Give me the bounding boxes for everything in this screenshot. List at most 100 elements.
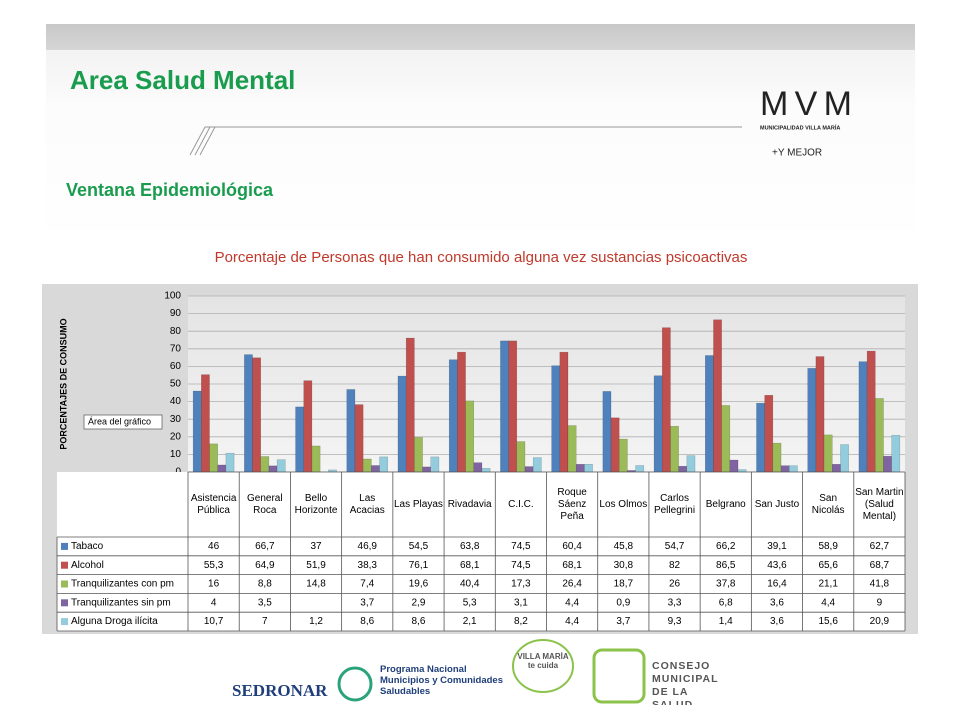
category-label-box: Belgrano bbox=[705, 498, 746, 510]
header-stripes bbox=[189, 126, 742, 156]
category-label-box: Los Olmos bbox=[599, 499, 647, 510]
bar bbox=[729, 459, 739, 473]
bar bbox=[209, 443, 218, 473]
bar bbox=[397, 375, 407, 473]
table-value: 76,1 bbox=[409, 560, 429, 571]
table-value: 74,5 bbox=[511, 560, 531, 571]
bar bbox=[653, 375, 663, 473]
bar bbox=[422, 466, 432, 473]
header-panel bbox=[46, 50, 915, 260]
table-value: 41,8 bbox=[870, 579, 890, 590]
bar bbox=[448, 359, 458, 473]
bar bbox=[618, 438, 628, 473]
bar bbox=[840, 444, 849, 473]
bar bbox=[268, 465, 278, 473]
bar bbox=[635, 465, 645, 473]
bar bbox=[823, 434, 833, 473]
table-value: 20,9 bbox=[870, 616, 890, 627]
table-value: 3,6 bbox=[770, 616, 784, 627]
logo-main: MVM bbox=[760, 85, 852, 123]
bar bbox=[832, 464, 841, 473]
bar bbox=[303, 380, 313, 473]
table-value: 39,1 bbox=[767, 541, 787, 552]
category-label-box: Las Playas bbox=[393, 498, 443, 510]
table-value: 4,4 bbox=[565, 597, 579, 608]
category-label-box: Las Acacias bbox=[350, 493, 385, 516]
table-value: 60,4 bbox=[562, 541, 582, 552]
bar bbox=[217, 464, 227, 473]
bar bbox=[405, 337, 415, 473]
bar bbox=[678, 465, 688, 473]
bar bbox=[875, 398, 884, 473]
legend-swatch bbox=[61, 618, 68, 626]
bar bbox=[721, 405, 731, 473]
bar bbox=[551, 365, 561, 473]
table-value: 16,4 bbox=[767, 579, 787, 590]
chart: 0102030405060708090100Asistencia Pública… bbox=[56, 291, 906, 632]
category-label: Asistencia Pública bbox=[190, 492, 237, 516]
category-label: Bello Horizonte bbox=[294, 492, 338, 516]
table-value: 14,8 bbox=[306, 579, 326, 590]
table-value: 17,3 bbox=[511, 579, 531, 590]
table-value: 2,1 bbox=[463, 616, 477, 627]
category-label: San Nicolás bbox=[811, 492, 845, 516]
footer-logo-1: SEDRONAR bbox=[232, 681, 328, 700]
bar bbox=[260, 456, 270, 473]
bar bbox=[713, 319, 722, 473]
bar bbox=[201, 374, 210, 473]
bar bbox=[225, 452, 235, 473]
table-value: 37 bbox=[310, 541, 322, 552]
table-value: 9,3 bbox=[668, 616, 682, 627]
table-value: 15,6 bbox=[818, 616, 838, 627]
chart-title: Porcentaje de Personas que han consumido… bbox=[215, 249, 748, 266]
y-tick-label: 50 bbox=[170, 379, 182, 390]
table-value: 37,8 bbox=[716, 579, 736, 590]
bar bbox=[532, 457, 542, 473]
table-value: 66,7 bbox=[255, 541, 275, 552]
legend-label: Tranquilizantes sin pm bbox=[71, 597, 171, 608]
legend-swatch bbox=[61, 580, 68, 588]
table-value: 5,3 bbox=[463, 597, 477, 608]
y-tick-label: 60 bbox=[170, 361, 182, 372]
table-value: 68,7 bbox=[870, 560, 890, 571]
bar bbox=[346, 389, 356, 473]
bar bbox=[686, 455, 696, 473]
tooltip: Área del gráfico bbox=[88, 416, 151, 426]
category-label: Carlos Pellegrini bbox=[653, 492, 696, 516]
table-value: 3,1 bbox=[514, 597, 528, 608]
bar bbox=[414, 437, 423, 473]
y-tick-label: 100 bbox=[164, 291, 181, 302]
table-value: 0,9 bbox=[616, 597, 630, 608]
table-value: 30,8 bbox=[614, 560, 634, 571]
tooltip-box bbox=[83, 414, 163, 430]
bar bbox=[891, 434, 901, 473]
y-tick-label: 20 bbox=[170, 431, 182, 442]
table-value: 4,4 bbox=[565, 616, 579, 627]
table-value: 7 bbox=[262, 616, 268, 627]
bar bbox=[524, 466, 534, 473]
bar bbox=[772, 442, 782, 473]
bar bbox=[780, 465, 790, 473]
table-value: 3,6 bbox=[770, 597, 784, 608]
category-label-box: San Justo bbox=[755, 499, 799, 510]
bar bbox=[430, 456, 440, 473]
bar bbox=[670, 425, 679, 473]
logo-slogan: +Y MEJOR bbox=[772, 148, 822, 159]
category-label: Las Playas bbox=[393, 498, 443, 510]
category-label: Roque Sáenz Peña bbox=[557, 486, 587, 522]
bar bbox=[500, 340, 509, 473]
bar bbox=[559, 351, 569, 473]
bar bbox=[815, 356, 825, 473]
table-value: 43,6 bbox=[767, 560, 787, 571]
footer-logo-2-box: Programa Nacional Municipios y Comunidad… bbox=[380, 664, 503, 697]
table-value: 26,4 bbox=[562, 579, 582, 590]
table-value: 3,5 bbox=[258, 597, 272, 608]
table-value: 8,6 bbox=[360, 616, 374, 627]
bar bbox=[516, 441, 526, 473]
table-value: 82 bbox=[669, 560, 681, 571]
category-label: C.I.C. bbox=[508, 498, 534, 510]
table-value: 51,9 bbox=[306, 560, 326, 571]
bar bbox=[584, 464, 593, 473]
table-value: 6,8 bbox=[719, 597, 733, 608]
category-label: Belgrano bbox=[705, 498, 746, 510]
